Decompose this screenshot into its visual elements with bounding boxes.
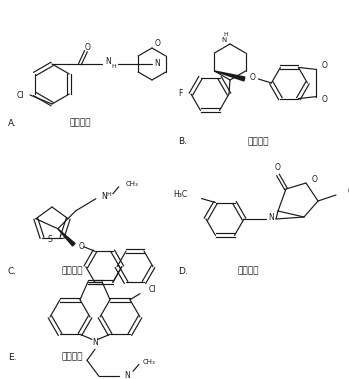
Text: O: O — [275, 163, 281, 172]
Text: D.: D. — [178, 266, 188, 276]
Text: H: H — [224, 31, 228, 36]
Text: Cl: Cl — [148, 285, 156, 294]
Text: O: O — [155, 39, 161, 49]
Text: N: N — [105, 58, 111, 66]
Text: N: N — [92, 338, 98, 347]
Text: N: N — [154, 58, 160, 67]
Text: 托洛沙酮: 托洛沙酮 — [237, 266, 259, 276]
Text: CH₃: CH₃ — [126, 181, 139, 187]
Text: H₃C: H₃C — [173, 190, 187, 199]
Text: N: N — [124, 371, 130, 379]
Text: O: O — [85, 43, 91, 52]
Text: O: O — [312, 174, 318, 183]
Polygon shape — [214, 71, 245, 81]
Text: S: S — [47, 235, 52, 244]
Text: A.: A. — [8, 119, 17, 127]
Text: B.: B. — [178, 138, 187, 147]
Text: O: O — [321, 61, 327, 70]
Text: H: H — [112, 64, 116, 69]
Text: OH: OH — [348, 186, 349, 196]
Text: Cl: Cl — [16, 91, 24, 100]
Text: 吗氯贝胺: 吗氯贝胺 — [69, 119, 91, 127]
Text: 氯米帕明: 氯米帕明 — [61, 352, 83, 362]
Text: O: O — [250, 74, 255, 83]
Text: O: O — [79, 242, 85, 251]
Text: N: N — [268, 213, 274, 222]
Text: E.: E. — [8, 352, 16, 362]
Text: O: O — [321, 95, 327, 104]
Text: F: F — [179, 89, 183, 99]
Text: 帕罗西汀: 帕罗西汀 — [247, 138, 269, 147]
Text: CH₃: CH₃ — [143, 359, 156, 365]
Text: C.: C. — [8, 266, 17, 276]
Polygon shape — [58, 229, 75, 246]
Text: N: N — [221, 37, 227, 43]
Text: H: H — [106, 192, 111, 197]
Text: 度洛西汀: 度洛西汀 — [61, 266, 83, 276]
Text: N: N — [101, 192, 107, 201]
